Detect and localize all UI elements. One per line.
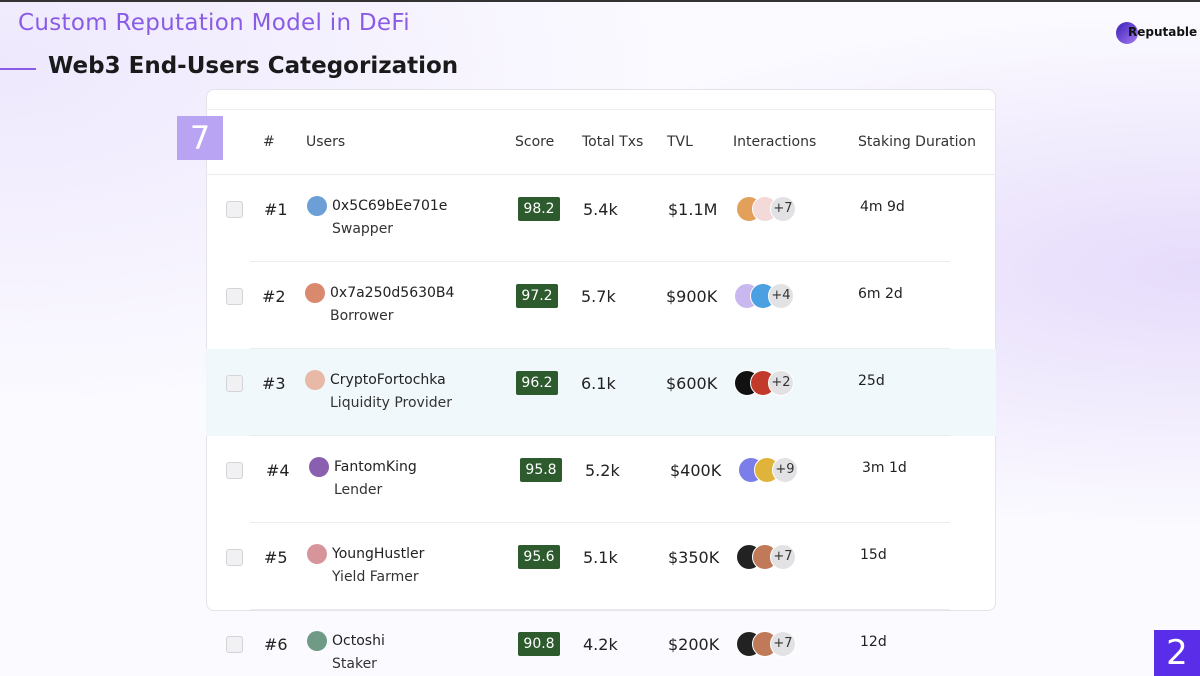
staking-duration: 15d <box>860 547 887 563</box>
column-header: TVL <box>667 134 693 150</box>
avatar <box>305 370 325 390</box>
more-protocols: +7 <box>770 544 796 570</box>
rank: #3 <box>262 374 286 393</box>
total-txs: 6.1k <box>581 374 616 393</box>
checkbox[interactable] <box>226 549 243 566</box>
score: 96.2 <box>516 371 558 395</box>
tvl: $900K <box>666 287 718 306</box>
more-protocols: +9 <box>772 457 798 483</box>
tvl: $1.1M <box>668 200 718 219</box>
tvl: $400K <box>670 461 722 480</box>
brand-name: Reputable <box>1128 25 1198 39</box>
column-header: Total Txs <box>582 134 644 150</box>
header-separator <box>206 174 996 175</box>
column-header: Staking Duration <box>858 134 976 150</box>
user-name: FantomKing <box>334 459 417 475</box>
row-separator <box>250 261 950 262</box>
tvl: $200K <box>668 635 720 654</box>
rank: #6 <box>264 635 288 654</box>
staking-duration: 3m 1d <box>862 460 907 476</box>
more-protocols: +2 <box>768 370 794 396</box>
user-name: CryptoFortochka <box>330 372 446 388</box>
user-name: YoungHustler <box>332 546 425 562</box>
brand-logo <box>1116 22 1138 44</box>
total-txs: 5.2k <box>585 461 620 480</box>
user-role: Yield Farmer <box>332 569 419 585</box>
checkbox[interactable] <box>226 636 243 653</box>
tvl: $600K <box>666 374 718 393</box>
row-separator <box>250 348 950 349</box>
checkbox[interactable] <box>226 288 243 305</box>
column-header: # <box>263 134 275 150</box>
total-txs: 5.7k <box>581 287 616 306</box>
score: 90.8 <box>518 632 560 656</box>
avatar <box>305 283 325 303</box>
user-role: Borrower <box>330 308 394 324</box>
rank: #1 <box>264 200 288 219</box>
more-protocols: +7 <box>770 631 796 657</box>
top-border <box>0 0 1200 2</box>
header-top-line <box>206 109 996 110</box>
user-role: Liquidity Provider <box>330 395 452 411</box>
user-name: 0x7a250d5630B4 <box>330 285 455 301</box>
score: 97.2 <box>516 284 558 308</box>
more-protocols: +7 <box>770 196 796 222</box>
total-txs: 5.4k <box>583 200 618 219</box>
column-header: Interactions <box>733 134 817 150</box>
staking-duration: 12d <box>860 634 887 650</box>
checkbox[interactable] <box>226 375 243 392</box>
rank: #2 <box>262 287 286 306</box>
staking-duration: 6m 2d <box>858 286 903 302</box>
rank: #4 <box>266 461 290 480</box>
checkbox[interactable] <box>226 201 243 218</box>
staking-duration: 25d <box>858 373 885 389</box>
column-header: Users <box>306 134 346 150</box>
user-role: Staker <box>332 656 377 672</box>
more-protocols: +4 <box>768 283 794 309</box>
row-separator <box>250 609 950 610</box>
avatar <box>307 631 327 651</box>
user-role: Swapper <box>332 221 394 237</box>
user-name: 0x5C69bEe701e <box>332 198 448 214</box>
row-highlight <box>206 349 996 436</box>
avatar <box>307 196 327 216</box>
score: 95.6 <box>518 545 560 569</box>
row-separator <box>250 522 950 523</box>
staking-duration: 4m 9d <box>860 199 905 215</box>
step-badge: 7 <box>177 116 223 160</box>
total-txs: 5.1k <box>583 548 618 567</box>
score: 98.2 <box>518 197 560 221</box>
page-number: 2 <box>1154 630 1200 676</box>
avatar <box>307 544 327 564</box>
title-rule <box>0 68 36 70</box>
user-name: Octoshi <box>332 633 385 649</box>
slide-title: Custom Reputation Model in DeFi <box>18 10 410 36</box>
score: 95.8 <box>520 458 562 482</box>
total-txs: 4.2k <box>583 635 618 654</box>
avatar <box>309 457 329 477</box>
row-separator <box>250 435 950 436</box>
checkbox[interactable] <box>226 462 243 479</box>
user-role: Lender <box>334 482 383 498</box>
slide-subtitle: Web3 End-Users Categorization <box>48 53 459 79</box>
column-header: Score <box>515 134 555 150</box>
rank: #5 <box>264 548 288 567</box>
tvl: $350K <box>668 548 720 567</box>
